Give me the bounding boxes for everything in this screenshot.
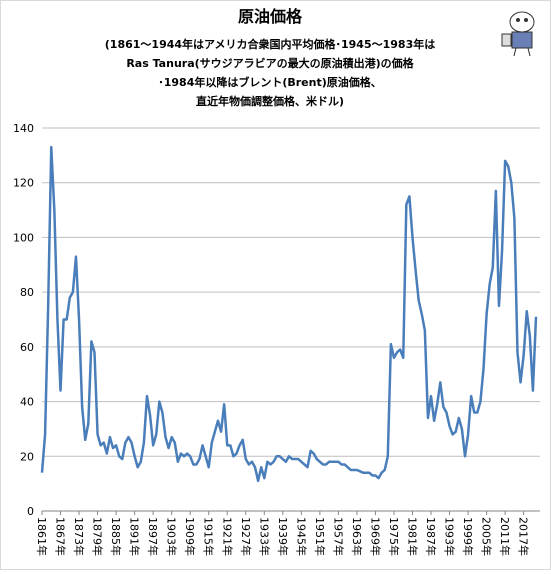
x-tick-label: 1867年 — [54, 517, 68, 556]
x-tick-label: 1933年 — [257, 517, 271, 556]
x-tick-label: 1951年 — [313, 517, 327, 556]
chart-subtitle: Ras Tanura(サウジアラビアの最大の原油積出港)の価格 — [126, 56, 414, 70]
x-tick-label: 1969年 — [368, 517, 382, 556]
x-tick-label: 1999年 — [461, 517, 475, 556]
x-tick-label: 1897年 — [146, 517, 160, 556]
x-tick-label: 1903年 — [165, 517, 179, 556]
x-tick-label: 1873年 — [72, 517, 86, 556]
x-tick-label: 1861年 — [35, 517, 49, 556]
x-tick-label: 1945年 — [294, 517, 308, 556]
y-tick-label: 120 — [13, 177, 34, 190]
chart-subtitle: 直近年物価調整価格、米ドル) — [196, 94, 344, 108]
y-tick-label: 40 — [20, 396, 34, 409]
chart-title: 原油価格 — [238, 7, 303, 26]
x-tick-label: 1993年 — [443, 517, 457, 556]
x-tick-label: 2011年 — [498, 517, 512, 556]
y-tick-label: 140 — [13, 122, 34, 135]
x-tick-label: 1957年 — [331, 517, 345, 556]
x-tick-label: 2017年 — [517, 517, 531, 556]
data-line — [40, 145, 538, 483]
x-tick-label: 1879年 — [91, 517, 105, 556]
y-tick-label: 0 — [27, 505, 34, 518]
x-tick-label: 2005年 — [480, 517, 494, 556]
mascot-icon — [501, 11, 535, 57]
x-tick-label: 1915年 — [202, 517, 216, 556]
y-tick-label: 100 — [13, 231, 34, 244]
x-tick-label: 1921年 — [220, 517, 234, 556]
x-tick-label: 1939年 — [276, 517, 290, 556]
x-tick-label: 1891年 — [128, 517, 142, 556]
y-tick-label: 20 — [20, 450, 34, 463]
x-tick-label: 1981年 — [406, 517, 420, 556]
x-tick-label: 1987年 — [424, 517, 438, 556]
x-tick-label: 1963年 — [350, 517, 364, 556]
chart-subtitle: ･1984年以降はブレント(Brent)原油価格、 — [158, 75, 382, 89]
x-tick-label: 1909年 — [183, 517, 197, 556]
x-tick-label: 1927年 — [239, 517, 253, 556]
x-tick-label: 1975年 — [387, 517, 401, 556]
x-tick-label: 1885年 — [109, 517, 123, 556]
chart-subtitle: (1861〜1944年はアメリカ合衆国内平均価格･1945〜1983年は — [105, 37, 435, 51]
y-tick-label: 60 — [20, 341, 34, 354]
y-tick-label: 80 — [20, 286, 34, 299]
